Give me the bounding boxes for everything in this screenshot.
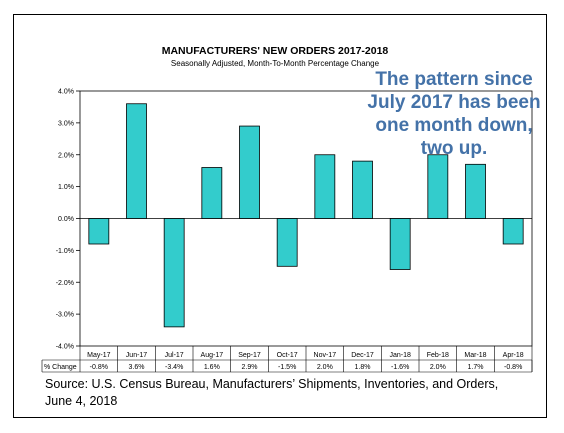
y-tick-label: 0.0% [58,216,74,223]
bar-feb-18 [427,154,449,219]
y-tick-label: 4.0% [58,89,74,96]
chart-frame: MANUFACTURERS' NEW ORDERS 2017-2018 Seas… [13,14,547,418]
bar-jul-17 [163,218,185,328]
value-label: -3.4% [165,364,183,371]
annotation-line-3: one month down, [375,115,532,136]
category-label: May-17 [87,352,110,359]
table-row-header: % Change [44,364,77,371]
source-line-2: June 4, 2018 [45,394,117,408]
bars [88,103,524,328]
category-label: Dec-17 [351,352,374,359]
bar-aug-17 [201,167,223,219]
y-tick-label: -3.0% [56,312,74,319]
bar-jun-17 [126,103,147,219]
value-label: -0.8% [504,364,522,371]
annotation-line-2: July 2017 has been [367,92,540,113]
annotation-line-1: The pattern since [375,69,532,90]
value-label: 3.6% [129,364,145,371]
value-label: 2.0% [430,364,446,371]
bar-apr-18 [502,218,524,245]
value-label: 1.7% [468,364,484,371]
value-label: -1.6% [391,364,409,371]
y-tick-label: -4.0% [56,344,74,351]
category-label: Feb-18 [427,352,449,359]
value-label: 2.0% [317,364,333,371]
y-tick-label: 2.0% [58,152,74,159]
category-label: Oct-17 [277,352,298,359]
y-tick-label: 1.0% [58,184,74,191]
bar-may-17 [88,218,110,245]
y-tick-label: -1.0% [56,248,74,255]
category-label: Jul-17 [165,352,184,359]
category-label: Aug-17 [201,352,224,359]
bar-jan-18 [389,218,411,270]
value-label: -1.5% [278,364,296,371]
value-label: 1.6% [204,364,220,371]
source-line-1: Source: U.S. Census Bureau, Manufacturer… [45,377,498,391]
category-label: Mar-18 [464,352,486,359]
annotation: The pattern since July 2017 has been one… [367,69,540,159]
y-axis: 4.0% 3.0% 2.0% 1.0% 0.0% -1.0% -2.0% -3.0% -4.0% [56,89,80,351]
bar-mar-18 [465,163,486,219]
data-table: % Change May-17 -0.8% Jun-17 3.6% Jul-17 -3.4%… [41,346,533,373]
bar-oct-17 [276,218,298,267]
category-label: Nov-17 [314,352,337,359]
category-label: Apr-18 [503,352,524,359]
y-tick-label: 3.0% [58,120,74,127]
chart-subtitle: Seasonally Adjusted, Month-To-Month Perc… [171,59,380,68]
category-label: Sep-17 [238,352,261,359]
chart-title: MANUFACTURERS' NEW ORDERS 2017-2018 [162,45,389,57]
bar-dec-17 [352,160,373,219]
value-label: 2.9% [242,364,258,371]
category-label: Jan-18 [389,352,411,359]
chart: MANUFACTURERS' NEW ORDERS 2017-2018 Seas… [41,45,541,408]
y-tick-label: -2.0% [56,280,74,287]
value-label: -0.8% [90,364,108,371]
category-label: Jun-17 [126,352,148,359]
value-label: 1.8% [355,364,371,371]
bar-sep-17 [239,125,260,219]
annotation-line-4: two up. [421,138,487,159]
bar-nov-17 [314,154,336,219]
